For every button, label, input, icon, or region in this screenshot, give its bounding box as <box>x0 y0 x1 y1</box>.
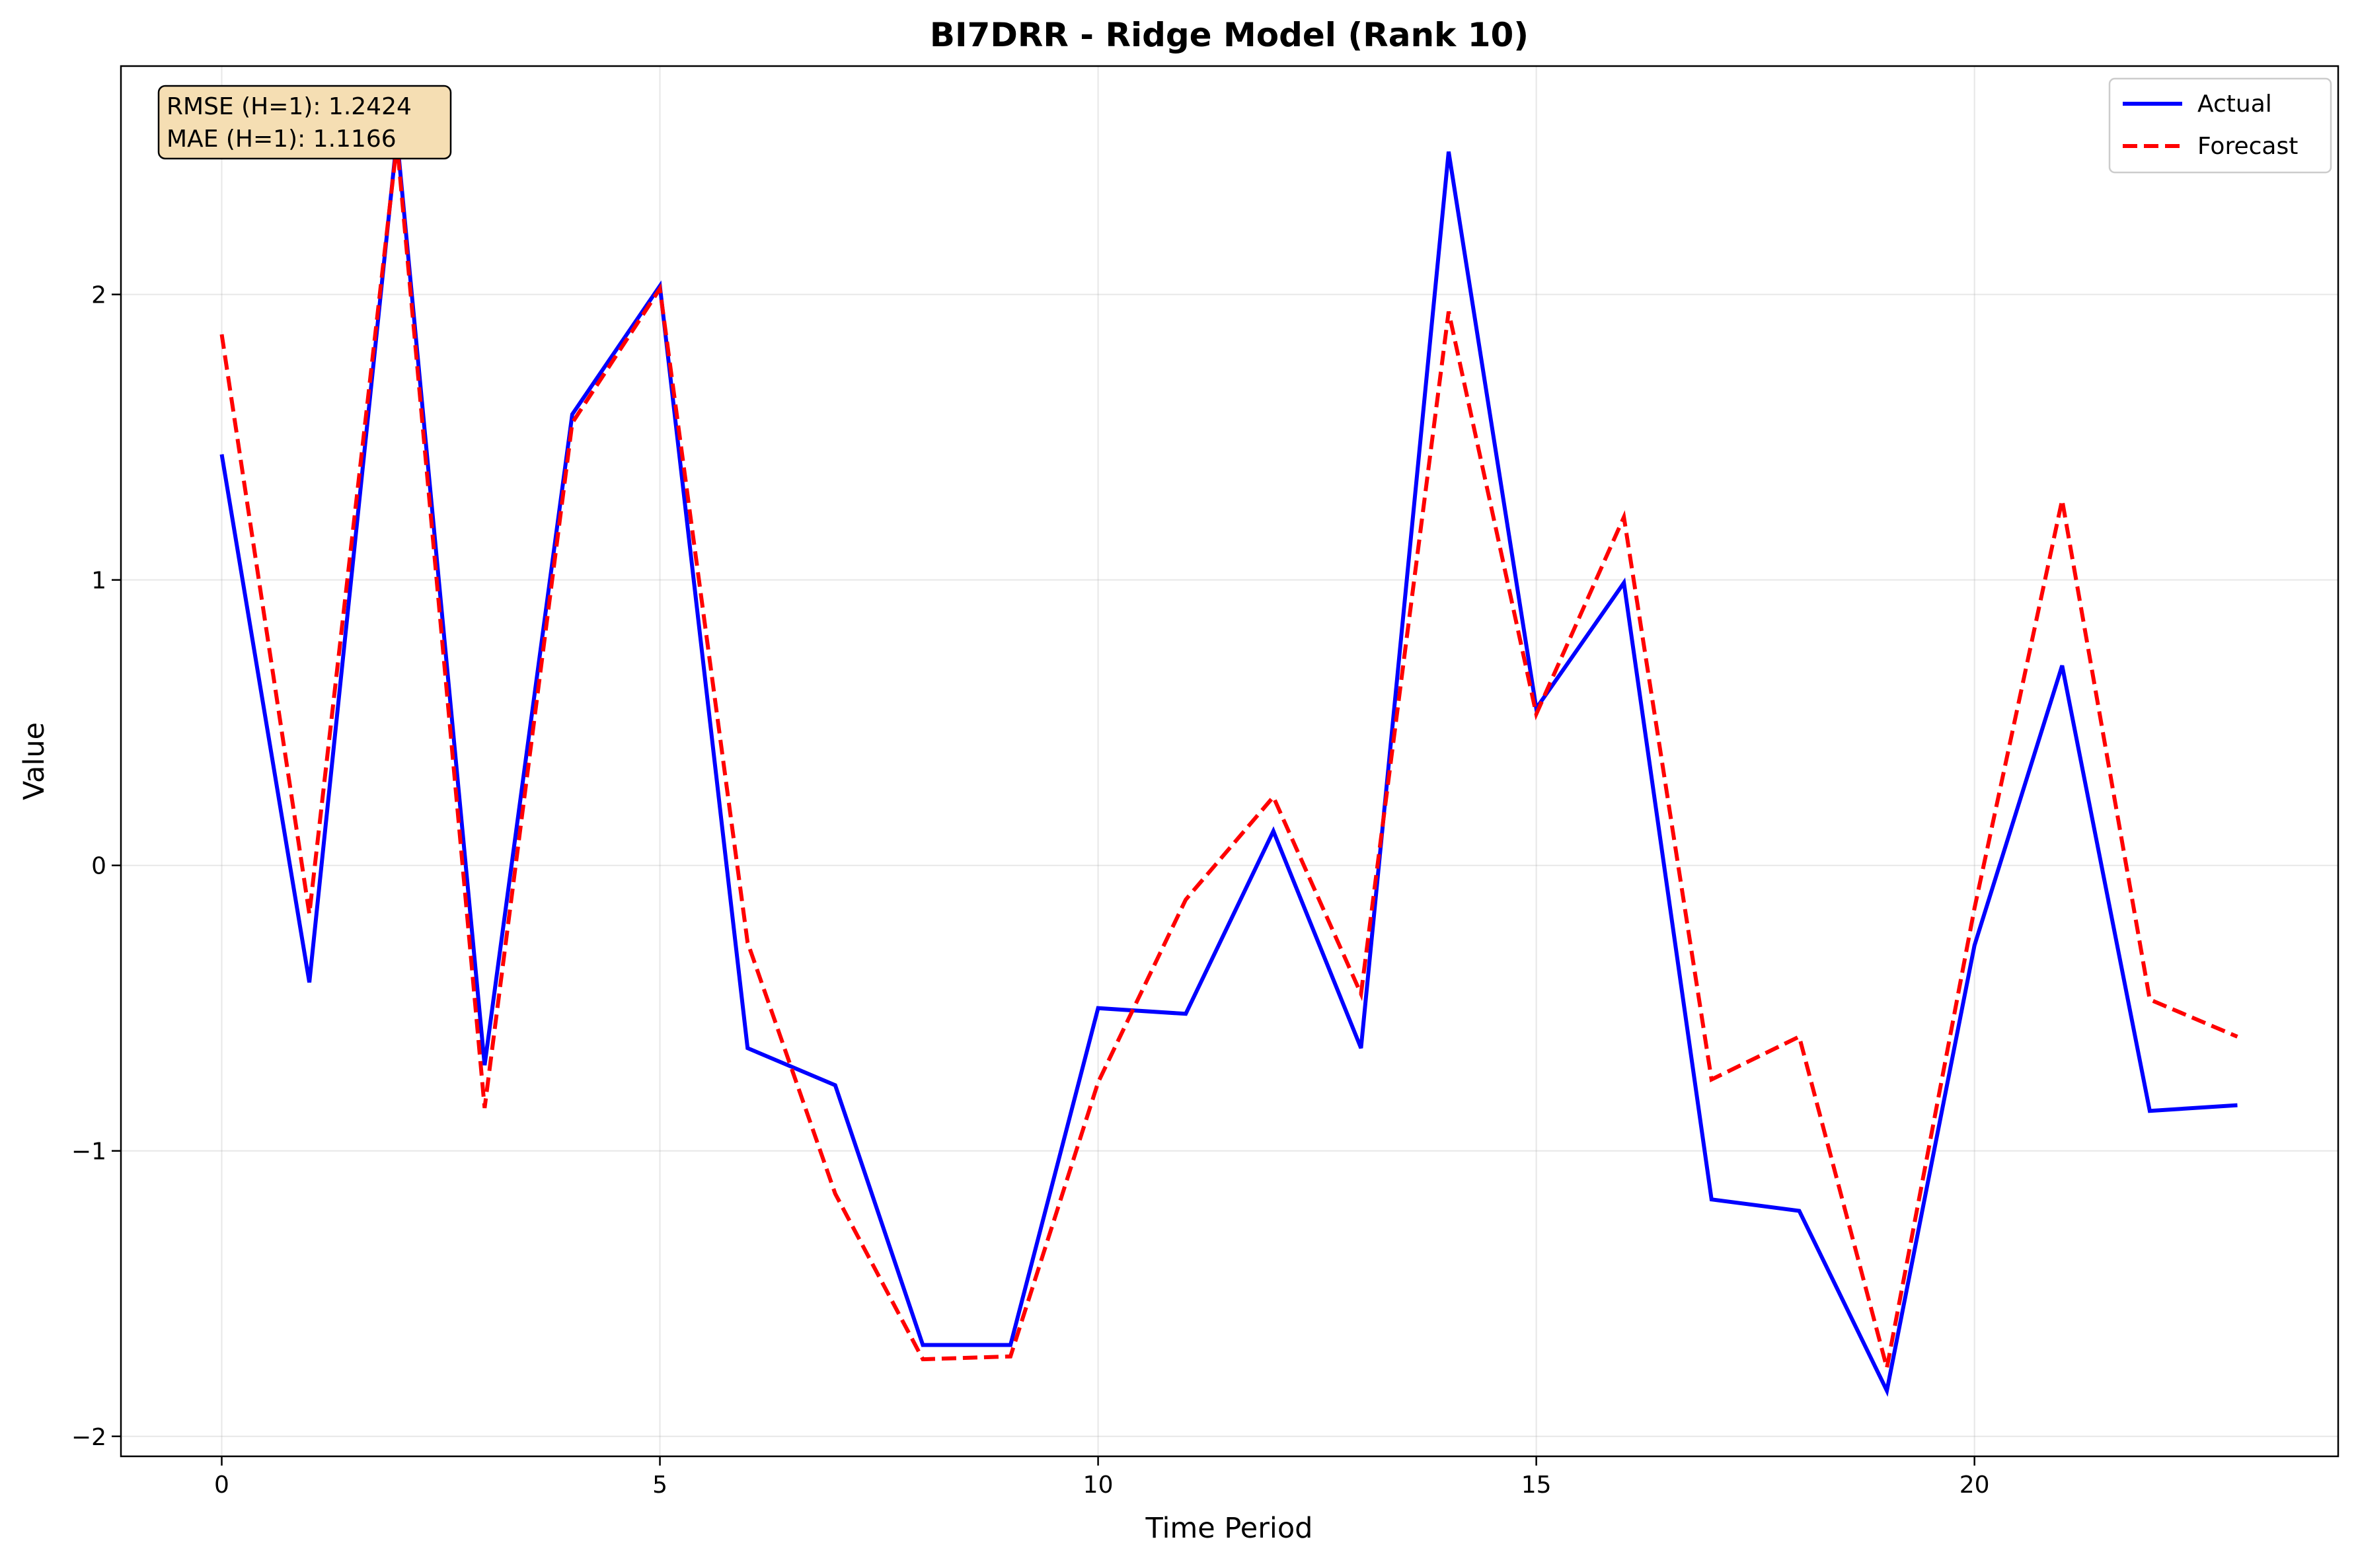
plot-frame <box>120 65 2339 1458</box>
x-tick-label: 15 <box>1521 1472 1552 1499</box>
y-axis-label: Value <box>18 722 51 800</box>
x-axis-label: Time Period <box>1145 1512 1313 1545</box>
legend-label-actual: Actual <box>2197 91 2272 118</box>
x-tick-label: 5 <box>652 1472 667 1499</box>
metrics-annotation: RMSE (H=1): 1.2424 MAE (H=1): 1.1166 <box>157 85 452 160</box>
rmse-text: RMSE (H=1): 1.2424 <box>167 93 412 120</box>
legend: Actual Forecast <box>2108 77 2332 174</box>
mae-text: MAE (H=1): 1.1166 <box>167 126 397 153</box>
x-tick-label: 10 <box>1083 1472 1114 1499</box>
y-tick-label: 1 <box>91 568 106 595</box>
chart-title: BI7DRR - Ridge Model (Rank 10) <box>930 16 1529 54</box>
y-tick-label: −2 <box>71 1424 106 1451</box>
x-tick-label: 20 <box>1959 1472 1990 1499</box>
y-tick-label: 2 <box>91 282 106 309</box>
series-line-forecast <box>219 143 2238 1368</box>
metrics-box-background <box>157 85 452 160</box>
series-layer <box>219 137 2238 1397</box>
y-tick-label: 0 <box>91 853 106 880</box>
ticks: 0 5 10 15 20 −2 −1 0 1 2 <box>71 282 1990 1499</box>
x-tick-label: 0 <box>214 1472 229 1499</box>
legend-label-forecast: Forecast <box>2197 133 2298 160</box>
y-tick-label: −1 <box>71 1139 106 1166</box>
